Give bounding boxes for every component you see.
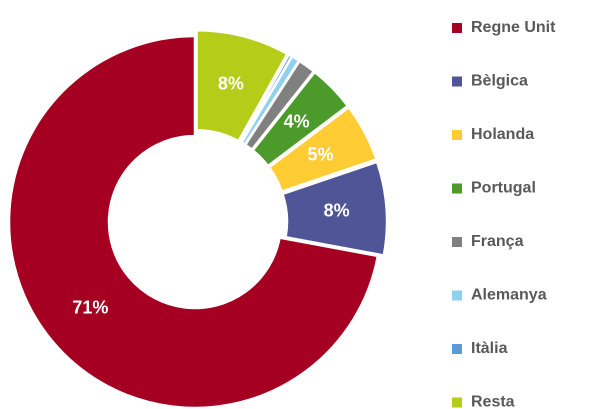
legend-text: Alemanya [471,287,547,304]
legend-swatch [452,130,462,140]
value-label: 8% [218,73,244,93]
donut-slice [7,34,380,409]
value-label: 8% [324,201,350,221]
donut-slice [195,28,290,143]
donut-slice [267,105,379,194]
legend-swatch [452,237,462,247]
legend-swatch [452,23,462,33]
legend-swatch [452,183,462,194]
donut-slice [250,70,350,168]
value-label: 71% [72,298,108,318]
legend-swatch [452,397,462,408]
legend-text: Resta [471,394,515,409]
value-label: 4% [284,112,310,132]
legend-text: Portugal [471,180,536,197]
legend-text: França [471,233,524,250]
legend-text: Itàlia [471,340,508,357]
value-label: 5% [308,144,334,164]
legend-text: Holanda [471,126,534,143]
legend-swatch [452,344,462,354]
legend-swatch [452,76,462,87]
legend-swatch [452,290,462,301]
legend-text: Regne Unit [471,19,556,36]
donut-slice [280,160,389,257]
legend-text: Bèlgica [471,73,528,90]
